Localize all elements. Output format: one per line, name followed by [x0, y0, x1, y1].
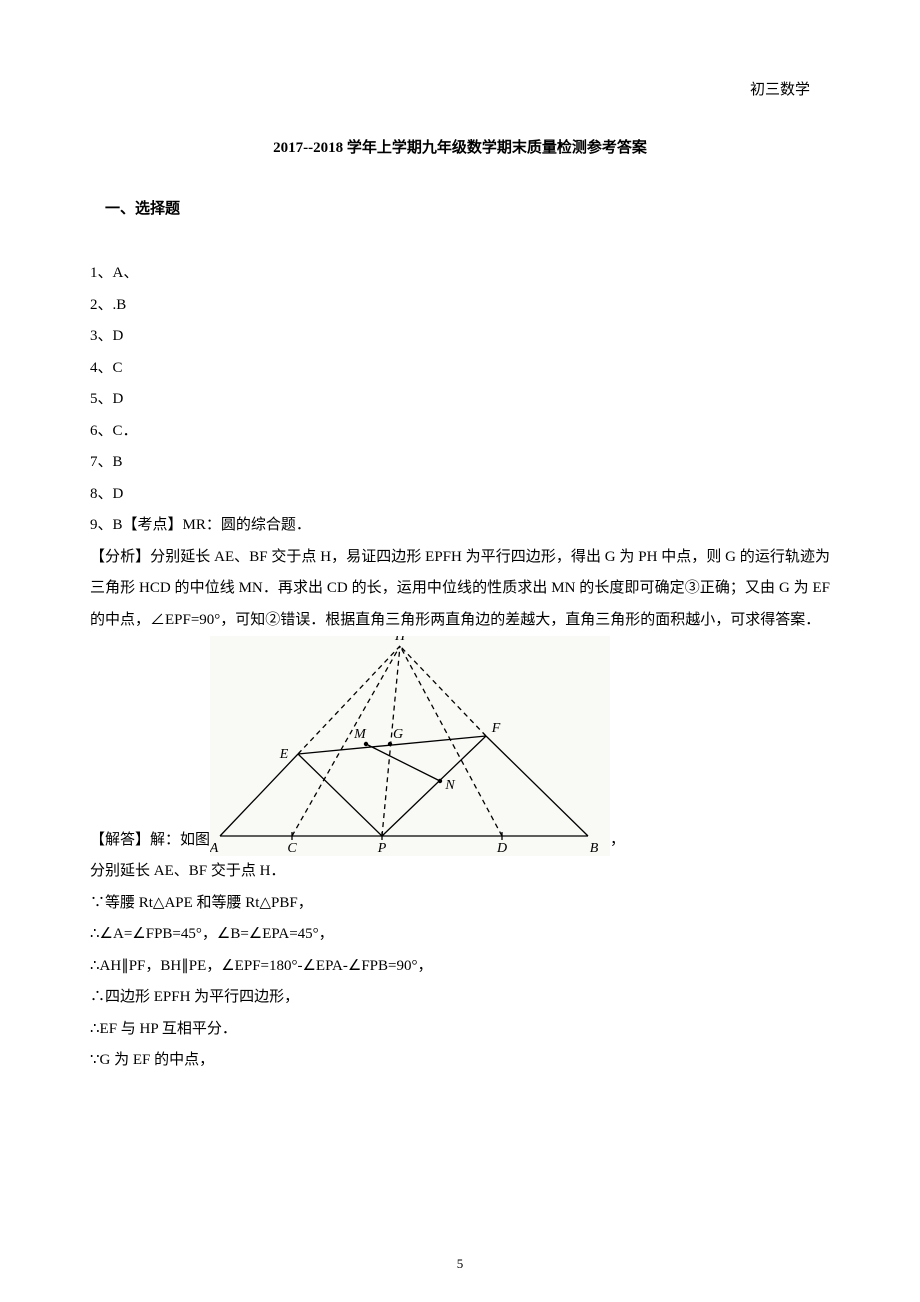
solution-suffix: ， — [610, 825, 625, 857]
solution-line-4: ∴AH∥PF，BH∥PE，∠EPF=180°‐∠EPA‐∠FPB=90°， — [90, 951, 830, 983]
geometry-figure: A B C D P E F M G N H — [210, 636, 610, 856]
svg-text:B: B — [590, 841, 599, 856]
solution-line-5: ∴四边形 EPFH 为平行四边形， — [90, 982, 830, 1014]
svg-text:A: A — [210, 841, 219, 856]
solution-line-7: ∵G 为 EF 的中点， — [90, 1045, 830, 1077]
answer-q3: 3、D — [90, 321, 830, 353]
answer-q8: 8、D — [90, 479, 830, 511]
svg-text:E: E — [279, 747, 289, 762]
svg-text:N: N — [444, 778, 455, 793]
svg-text:P: P — [377, 841, 387, 856]
solution-prefix: 【解答】解：如图 — [90, 825, 210, 857]
analysis-paragraph: 【分析】分别延长 AE、BF 交于点 H，易证四边形 EPFH 为平行四边形，得… — [90, 542, 830, 637]
solution-line-3: ∴∠A=∠FPB=45°，∠B=∠EPA=45°， — [90, 919, 830, 951]
svg-text:G: G — [393, 727, 403, 742]
svg-text:M: M — [353, 727, 367, 742]
answer-q1: 1、A、 — [90, 258, 830, 290]
solution-line-2: ∵等腰 Rt△APE 和等腰 Rt△PBF， — [90, 888, 830, 920]
svg-text:D: D — [496, 841, 507, 856]
answer-q9-head: 9、B【考点】MR：圆的综合题． — [90, 510, 830, 542]
answer-q5: 5、D — [90, 384, 830, 416]
document-page: 初三数学 2017--2018 学年上学期九年级数学期末质量检测参考答案 一、选… — [0, 0, 920, 1302]
solution-line-1: 分别延长 AE、BF 交于点 H． — [90, 856, 830, 888]
answer-q6: 6、C． — [90, 416, 830, 448]
solution-line-6: ∴EF 与 HP 互相平分． — [90, 1014, 830, 1046]
answer-q2: 2、.B — [90, 290, 830, 322]
header-subject: 初三数学 — [750, 78, 810, 99]
answer-q4: 4、C — [90, 353, 830, 385]
svg-text:F: F — [491, 721, 501, 736]
page-number: 5 — [0, 1256, 920, 1272]
svg-text:H: H — [394, 636, 406, 644]
document-title: 2017--2018 学年上学期九年级数学期末质量检测参考答案 — [90, 136, 830, 157]
svg-text:C: C — [287, 841, 297, 856]
answer-q7: 7、B — [90, 447, 830, 479]
section-1-heading: 一、选择题 — [90, 197, 830, 218]
solution-figure-row: 【解答】解：如图 A B C D P E F M G N H ， — [90, 636, 830, 856]
